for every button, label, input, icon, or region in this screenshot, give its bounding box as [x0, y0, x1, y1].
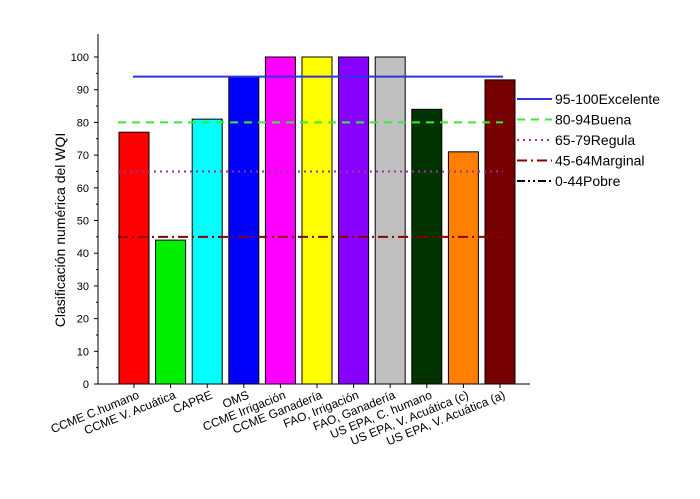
- y-tick-label-5: 50: [77, 216, 89, 228]
- legend-label-3: 45-64Marginal: [555, 153, 645, 169]
- y-tick-label-2: 20: [77, 314, 89, 326]
- bar-5: [301, 56, 333, 385]
- y-axis-label: Clasificación numérica del WQI: [52, 133, 68, 328]
- legend-label-2: 65-79Regula: [555, 132, 635, 148]
- y-tick-label-10: 100: [71, 52, 89, 64]
- y-tick-label-9: 90: [77, 85, 89, 97]
- bar-1: [155, 239, 187, 385]
- bar-3: [228, 76, 260, 385]
- bar-9: [447, 151, 479, 385]
- legend-label-1: 80-94Buena: [555, 112, 632, 128]
- bars-group: [118, 56, 516, 385]
- y-tick-label-8: 80: [77, 117, 89, 129]
- bar-7: [374, 56, 406, 385]
- bar-10: [484, 79, 516, 385]
- y-ticks-group: 0 10 20 30 40 50 60 70 80 90 100: [71, 52, 98, 391]
- y-tick-label-4: 40: [77, 248, 89, 260]
- y-tick-label-1: 10: [77, 346, 89, 358]
- y-tick-label-6: 60: [77, 183, 89, 195]
- y-tick-label-0: 0: [83, 379, 89, 391]
- y-tick-label-7: 70: [77, 150, 89, 162]
- x-category-label-2: CAPRE: [171, 388, 215, 416]
- bar-4: [264, 56, 296, 385]
- reference-lines-group: [118, 75, 503, 238]
- legend-label-4: 0-44Pobre: [555, 173, 621, 189]
- legend-group: 95-100Excelente 80-94Buena 65-79Regula 45-6…: [517, 91, 660, 189]
- y-tick-label-3: 30: [77, 281, 89, 293]
- axes-group: [97, 34, 530, 385]
- bar-2: [191, 118, 223, 385]
- bar-6: [338, 56, 370, 385]
- legend-label-0: 95-100Excelente: [555, 91, 660, 107]
- bar-0: [118, 131, 150, 385]
- bar-8: [411, 108, 443, 385]
